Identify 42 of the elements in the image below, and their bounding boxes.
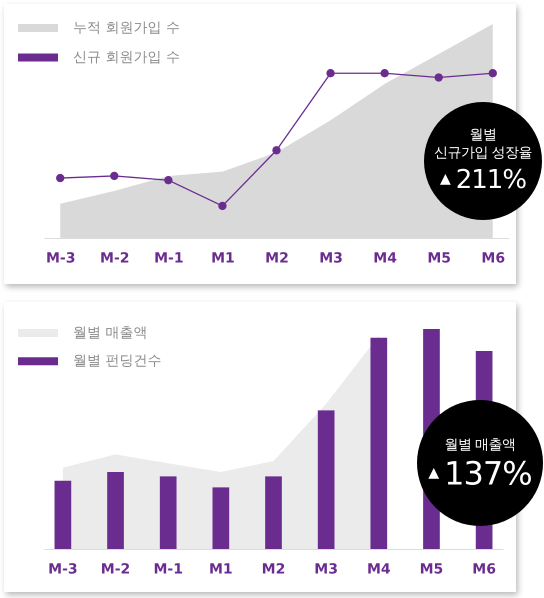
point — [380, 69, 389, 78]
x-tick-label: M4 — [366, 562, 391, 578]
point — [272, 146, 281, 154]
x-tick-label: M1 — [209, 562, 233, 578]
point — [488, 69, 497, 78]
point — [56, 174, 64, 182]
legend-label: 누적 회원가입 수 — [73, 20, 180, 36]
x-tick-label: M2 — [265, 250, 289, 266]
x-tick-label: M6 — [472, 562, 496, 578]
x-tick-label: M-1 — [154, 250, 184, 266]
x-tick-label: M-3 — [46, 250, 76, 266]
point — [326, 69, 335, 78]
point — [110, 172, 118, 180]
annotation: ▲ 211% — [440, 164, 526, 194]
x-tick-label: M-1 — [153, 562, 183, 578]
x-tick-label: M-2 — [100, 562, 130, 578]
bar — [54, 480, 72, 549]
x-tick-label: M5 — [420, 562, 444, 578]
bar — [318, 410, 334, 549]
bar — [160, 476, 177, 549]
x-tick-label: M-3 — [48, 562, 78, 578]
legend-label: 신규 회원가입 수 — [73, 50, 180, 66]
bar — [212, 487, 230, 549]
x-tick-label: M6 — [481, 250, 506, 266]
x-tick-label: M2 — [262, 562, 286, 578]
x-tick-label: M4 — [373, 250, 398, 266]
x-tick-label: M5 — [427, 250, 452, 266]
x-tick-label: M3 — [319, 250, 343, 266]
point — [434, 73, 443, 82]
point — [164, 176, 173, 184]
bar — [107, 472, 124, 549]
annotation: ▲ 137% — [428, 454, 532, 492]
annotation: 월별 신규가입 성장율 — [434, 126, 532, 162]
annotation: 월별 매출액 — [444, 436, 516, 454]
bar — [265, 476, 282, 549]
x-tick-label: M1 — [211, 250, 235, 266]
point — [218, 202, 227, 210]
bar — [370, 338, 388, 549]
legend-label: 월별 매출액 — [73, 325, 148, 341]
x-tick-label: M-2 — [100, 250, 130, 266]
x-tick-label: M3 — [314, 562, 338, 578]
legend-label: 월별 펀딩건수 — [73, 353, 162, 370]
